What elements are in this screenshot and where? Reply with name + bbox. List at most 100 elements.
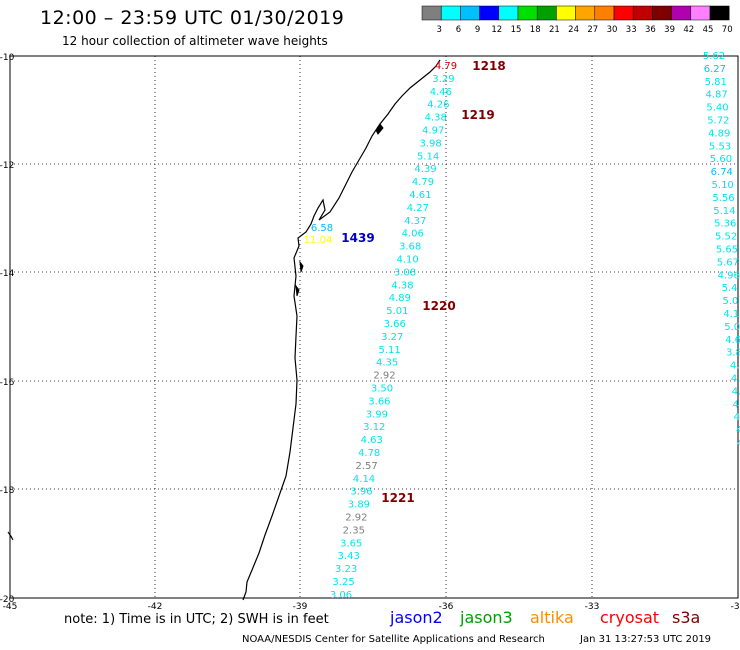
- pass-number-label: 1219: [461, 108, 494, 122]
- swh-value: 2.92: [373, 371, 395, 382]
- pass-number-label: 1220: [422, 299, 455, 313]
- lon-tick-label: -30: [731, 602, 740, 612]
- swh-value: 4.37: [404, 216, 426, 227]
- map-subtitle: 12 hour collection of altimeter wave hei…: [62, 34, 328, 48]
- swh-value: 5.36: [714, 219, 736, 230]
- swh-value: 4.79: [435, 61, 457, 72]
- colorbar-label: 27: [587, 25, 598, 35]
- lat-tick-label: -10: [0, 53, 15, 63]
- colorbar-label: 33: [626, 25, 637, 35]
- swh-value: 3.25: [332, 577, 354, 588]
- swh-value: 3.12: [363, 422, 385, 433]
- swh-value: 4.14: [353, 474, 375, 485]
- colorbar-swatch: [709, 5, 730, 21]
- swh-value: 3.8: [726, 348, 740, 359]
- swh-value: 5.14: [713, 206, 735, 217]
- swh-value: 3.43: [338, 551, 360, 562]
- colorbar-swatch: [556, 5, 576, 21]
- swh-value: 4.1: [723, 309, 739, 320]
- swh-value: 4.38: [425, 113, 447, 124]
- swh-value: 5.60: [710, 154, 732, 165]
- note-text: note: 1) Time is in UTC; 2) SWH is in fe…: [64, 612, 329, 627]
- swh-value: 4.06: [402, 229, 424, 240]
- swh-value: 4.79: [412, 177, 434, 188]
- mission-jason2: jason2: [390, 608, 443, 627]
- coastline-islands: [7, 123, 384, 541]
- swh-value: 5.4: [722, 283, 738, 294]
- mission-s3a: s3a: [672, 608, 701, 627]
- swh-value: 4.: [732, 386, 740, 397]
- swh-value: 3.68: [399, 242, 421, 253]
- colorbar-swatch: [460, 5, 480, 21]
- swh-value: 3.89: [348, 500, 370, 511]
- swh-value: 4.61: [409, 190, 431, 201]
- swh-value: 4.: [733, 412, 740, 423]
- pass-number-label: 1439: [341, 231, 374, 245]
- swh-value: 3.65: [340, 538, 362, 549]
- swh-value: 5.40: [706, 103, 728, 114]
- swh-value: 4.78: [358, 448, 380, 459]
- colorbar-swatch: [517, 5, 538, 21]
- colorbar-swatch: [575, 5, 596, 21]
- colorbar-swatch: [594, 5, 615, 21]
- colorbar-swatch: [613, 5, 634, 21]
- colorbar-label: 3: [436, 25, 441, 35]
- swh-value: 6.58: [311, 223, 333, 234]
- swh-value: 3.29: [432, 74, 454, 85]
- swh-value: 3.96: [350, 487, 372, 498]
- swh-value: 4.89: [389, 293, 411, 304]
- swh-value: 4.6: [725, 335, 740, 346]
- colorbar-label: 36: [645, 25, 656, 35]
- timestamp-text: Jan 31 13:27:53 UTC 2019: [580, 634, 712, 645]
- swh-value: 5.14: [417, 151, 439, 162]
- swh-value: 5.10: [712, 180, 734, 191]
- colorbar-label: 24: [568, 25, 579, 35]
- swh-value: 5.53: [709, 141, 731, 152]
- lat-tick-label: -12: [0, 161, 14, 171]
- lon-tick-label: -33: [585, 602, 600, 612]
- swh-value: 5.11: [379, 345, 401, 356]
- colorbar-label: 15: [511, 25, 522, 35]
- colorbar-label: 12: [491, 25, 502, 35]
- swh-value: 4.35: [376, 358, 398, 369]
- swh-value: 3.66: [368, 396, 390, 407]
- swh-value: 5.56: [712, 193, 734, 204]
- swh-value: 4.: [731, 374, 740, 385]
- colorbar-label: 39: [664, 25, 675, 35]
- swh-value: 3.66: [384, 319, 406, 330]
- colorbar-label: 9: [475, 25, 480, 35]
- map-title: 12:00 – 23:59 UTC 01/30/2019: [40, 7, 345, 29]
- lat-tick-label: -18: [0, 486, 15, 496]
- colorbar-label: 30: [607, 25, 618, 35]
- lat-lon-grid: [9, 55, 739, 599]
- swh-value: 2.35: [343, 525, 365, 536]
- swh-value: 4.89: [708, 128, 730, 139]
- swh-value: 5.01: [386, 306, 408, 317]
- pass-labels: 1218 1219 1439 1220 1221: [341, 59, 505, 505]
- swh-value: 5.67: [717, 257, 739, 268]
- colorbar-swatch: [536, 5, 557, 21]
- swh-value: 4.: [733, 399, 740, 410]
- colorbar-label: 6: [456, 25, 461, 35]
- lat-tick-label: -16: [0, 378, 15, 388]
- swh-value: 4.63: [361, 435, 383, 446]
- swh-value: 3.06: [330, 590, 352, 601]
- colorbar-swatch: [498, 5, 519, 21]
- swh-value: 3.50: [371, 384, 393, 395]
- colorbar-label: 45: [703, 25, 714, 35]
- colorbar-swatch: [632, 5, 653, 21]
- map-frame: [9, 55, 739, 599]
- lon-tick-label: -39: [293, 602, 308, 612]
- swh-value: 4: [736, 425, 740, 436]
- swh-value: 4.96: [718, 270, 740, 281]
- colorbar-label: 21: [549, 25, 560, 35]
- swh-value: 4.46: [430, 87, 452, 98]
- swh-value: 5.81: [705, 77, 727, 88]
- swh-value: 6.27: [704, 64, 726, 75]
- swh-value: 4: [737, 438, 740, 449]
- lon-tick-label: -42: [148, 602, 163, 612]
- swh-value: 3.08: [394, 267, 416, 278]
- pass-number-label: 1221: [381, 491, 414, 505]
- colorbar-label: 70: [722, 25, 733, 35]
